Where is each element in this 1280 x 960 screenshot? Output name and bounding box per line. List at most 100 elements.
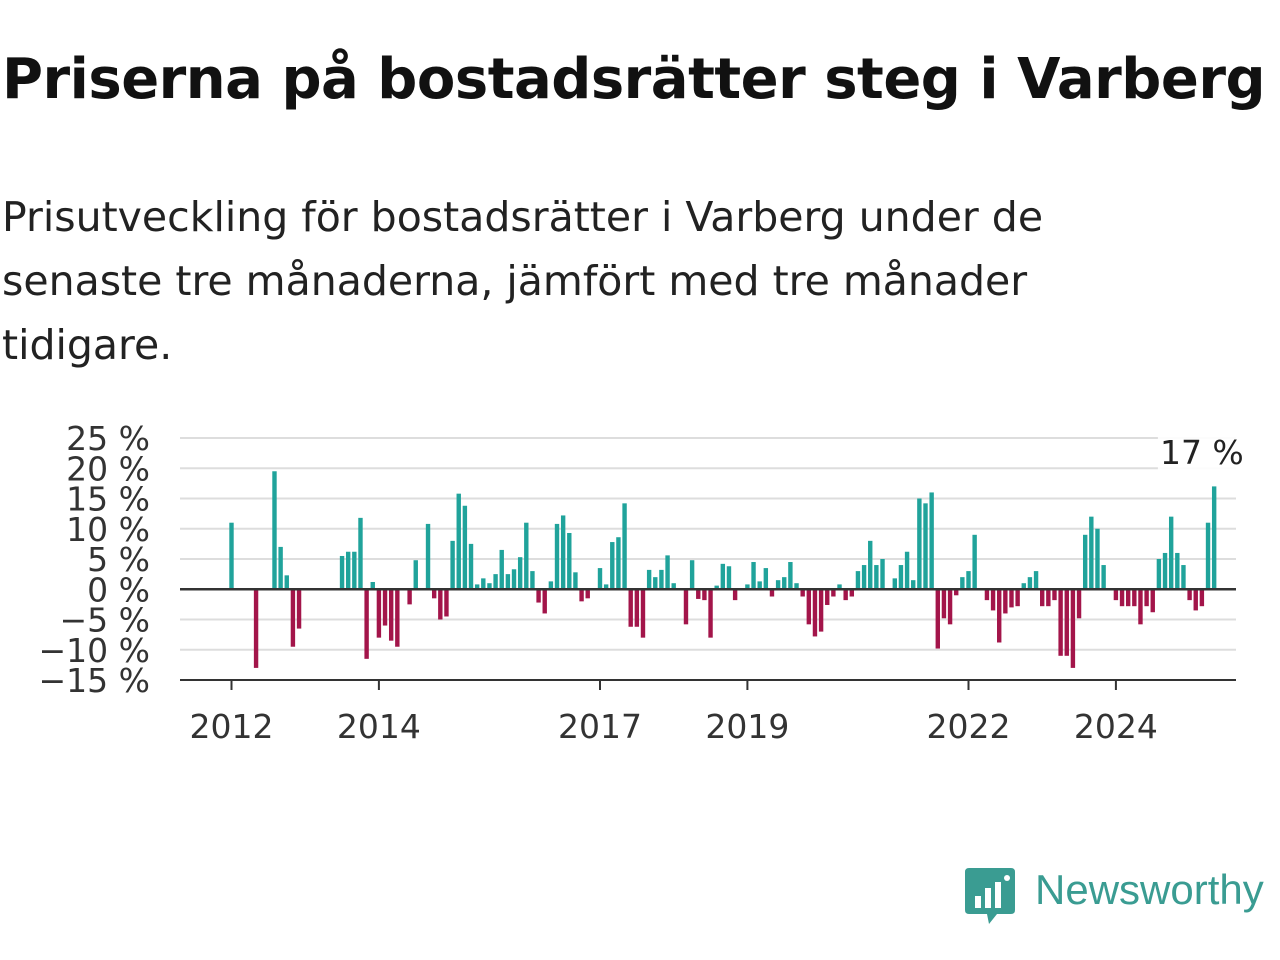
bar <box>757 581 762 590</box>
last-value-label: 17 % <box>1160 433 1244 472</box>
bar <box>339 555 345 590</box>
bar <box>1095 528 1100 590</box>
x-tick-label: 2022 <box>927 707 1011 746</box>
y-tick-label: 15 % <box>66 480 150 519</box>
x-tick-label: 2012 <box>190 707 274 746</box>
bar <box>689 560 695 590</box>
bar <box>702 589 707 601</box>
bar <box>560 515 566 590</box>
gridlines <box>180 437 1236 681</box>
bar <box>395 589 400 647</box>
y-tick-label: 25 % <box>66 419 150 458</box>
bar <box>972 534 977 590</box>
bar <box>376 589 382 638</box>
x-tick-label: 2014 <box>337 707 421 746</box>
bar <box>665 555 670 590</box>
bar <box>696 589 701 599</box>
bar <box>751 562 756 590</box>
bar <box>659 569 664 590</box>
bar <box>253 589 259 668</box>
bar <box>229 522 234 590</box>
bar <box>1199 589 1205 607</box>
bar <box>358 517 363 590</box>
bar <box>511 569 517 590</box>
bar <box>616 537 621 590</box>
bar <box>603 584 609 590</box>
bar <box>1015 589 1020 607</box>
bar <box>622 503 627 590</box>
y-tick-label: 20 % <box>66 449 150 488</box>
bar <box>1076 589 1082 619</box>
bar <box>499 549 504 590</box>
bar <box>370 581 375 590</box>
bar <box>1070 589 1076 668</box>
y-axis-tick-labels: −15 %−10 %−5 %0 %5 %10 %15 %20 %25 % <box>39 419 151 700</box>
bar <box>775 580 781 590</box>
bar <box>880 559 885 590</box>
bar <box>837 584 842 590</box>
bar <box>1027 577 1033 590</box>
bar <box>788 562 793 590</box>
bar <box>1046 589 1051 607</box>
bar <box>425 523 431 590</box>
bar <box>769 589 775 597</box>
bar <box>831 589 836 597</box>
chart-subtitle: Prisutveckling för bostadsrätter i Varbe… <box>2 193 1044 369</box>
bar <box>524 522 529 590</box>
bar <box>579 589 584 602</box>
bar <box>714 585 719 590</box>
bar <box>610 542 615 590</box>
bar <box>1211 486 1217 590</box>
bar <box>941 589 947 619</box>
bar <box>388 589 394 641</box>
bar <box>487 583 492 590</box>
bar <box>1132 589 1137 607</box>
bar <box>1113 589 1119 601</box>
bar <box>984 589 990 601</box>
bar <box>929 492 934 590</box>
bar <box>1003 589 1008 614</box>
newsworthy-logo: Newsworthy <box>965 864 1275 926</box>
bar <box>935 589 940 649</box>
bar <box>493 574 498 590</box>
bar <box>990 589 996 611</box>
bar <box>782 577 787 590</box>
bar <box>861 565 867 590</box>
bar <box>966 571 971 590</box>
bar <box>812 589 818 637</box>
brand-name: Newsworthy <box>1035 866 1264 913</box>
y-tick-label: 0 % <box>87 570 150 609</box>
bar <box>284 575 289 590</box>
bar <box>818 589 824 632</box>
bar <box>1156 559 1162 590</box>
bar <box>517 557 523 590</box>
bar <box>634 589 640 627</box>
bar <box>1119 589 1125 607</box>
bar <box>505 574 511 590</box>
bar <box>671 583 676 590</box>
bar <box>1089 516 1094 590</box>
bar <box>646 569 652 590</box>
bar <box>413 560 418 590</box>
y-tick-label: 10 % <box>66 510 150 549</box>
bar <box>542 589 547 614</box>
bar <box>683 589 689 625</box>
x-tick-label: 2024 <box>1074 707 1158 746</box>
bar <box>904 551 910 590</box>
bar <box>720 563 726 590</box>
bar <box>954 589 959 596</box>
x-axis-tick-labels: 2012 2014 2017 2019 2022 2024 <box>190 680 1158 746</box>
bar <box>1205 522 1211 590</box>
y-tick-label: 5 % <box>87 540 150 579</box>
bar <box>1175 552 1180 590</box>
bar-chart: −15 %−10 %−5 %0 %5 %10 %15 %20 %25 % 201… <box>38 419 1244 746</box>
bar <box>450 540 455 590</box>
bar <box>892 578 897 590</box>
bar <box>1009 589 1014 608</box>
bar <box>825 589 830 605</box>
y-tick-label: −10 % <box>39 631 151 670</box>
bar <box>468 543 474 590</box>
bar <box>794 583 799 590</box>
bar <box>272 471 277 590</box>
bar <box>843 589 848 601</box>
